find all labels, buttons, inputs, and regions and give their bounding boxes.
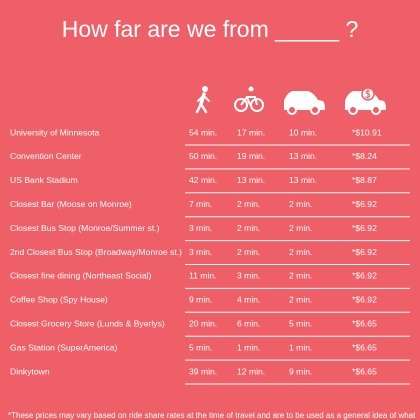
- table-cell: 7 min.: [189, 199, 212, 209]
- place-name: Coffee Shop (Spy House): [10, 295, 108, 305]
- table-cell: *$8.87: [352, 175, 377, 185]
- table-cell: 2 min.: [289, 295, 312, 305]
- table-cell: 13 min.: [289, 175, 317, 185]
- table-cell: 13 min.: [289, 151, 317, 161]
- footnote: *These prices may vary based on ride sha…: [8, 411, 416, 420]
- table-cell: *$6.92: [352, 271, 377, 281]
- title: How far are we from _____ ?: [62, 16, 359, 42]
- place-name: Convention Center: [10, 151, 82, 161]
- place-name: Closest Bus Stop (Monroe/Summer st.): [10, 223, 160, 233]
- table-cell: *$6.65: [352, 366, 377, 376]
- table-cell: 12 min.: [237, 366, 265, 376]
- table-cell: *$6.92: [352, 295, 377, 305]
- table-cell: 1 min.: [237, 342, 260, 352]
- place-name: Gas Station (SuperAmerica): [10, 342, 118, 352]
- table-cell: *$6.92: [352, 247, 377, 257]
- table-cell: 2 min.: [289, 247, 312, 257]
- bike-icon: [234, 86, 264, 112]
- table-cell: 2 min.: [237, 247, 260, 257]
- table-cell: 9 min.: [289, 366, 312, 376]
- table-cell: 11 min.: [189, 271, 217, 281]
- table-cell: *$6.65: [352, 342, 377, 352]
- table-cell: 2 min.: [237, 223, 260, 233]
- table-cell: 20 min.: [189, 318, 217, 328]
- place-name: Dinkytown: [10, 366, 50, 376]
- table-cell: *$6.92: [352, 223, 377, 233]
- table-cell: 13 min.: [237, 175, 265, 185]
- table-cell: 3 min.: [237, 271, 260, 281]
- walk-icon: [195, 86, 210, 114]
- table-cell: 17 min.: [237, 127, 265, 137]
- table-cell: 19 min.: [237, 151, 265, 161]
- table-cell: *$6.65: [352, 318, 377, 328]
- place-name: University of Minnesota: [10, 127, 100, 137]
- table-cell: 39 min.: [189, 366, 217, 376]
- table-cell: *$8.24: [352, 151, 377, 161]
- table-cell: 6 min.: [237, 318, 260, 328]
- table-cell: 9 min.: [189, 295, 212, 305]
- table-cell: 2 min.: [289, 271, 312, 281]
- table-cell: 5 min.: [289, 318, 312, 328]
- table-cell: 3 min.: [189, 223, 212, 233]
- place-name: 2nd Closest Bus Stop (Broadway/Monroe st…: [10, 247, 182, 257]
- car-icon: [284, 91, 325, 115]
- table-cell: 10 min.: [289, 127, 317, 137]
- table-cell: 54 min.: [189, 127, 217, 137]
- table-cell: 1 min.: [289, 342, 312, 352]
- table-cell: 2 min.: [237, 199, 260, 209]
- table-cell: 50 min.: [189, 151, 217, 161]
- table-cell: *$10.91: [352, 127, 382, 137]
- table-cell: 5 min.: [189, 342, 212, 352]
- table-cell: 2 min.: [289, 199, 312, 209]
- table-cell: 2 min.: [289, 223, 312, 233]
- place-name: Closest Bar (Moose on Monroe): [10, 199, 132, 209]
- table-cell: *$6.92: [352, 199, 377, 209]
- place-name: US Bank Stadium: [10, 175, 78, 185]
- table-cell: 4 min.: [237, 295, 260, 305]
- place-name: Closest fine dining (Northeast Social): [10, 271, 152, 281]
- table-cell: 3 min.: [189, 247, 212, 257]
- place-name: Closest Grocery Store (Lunds & Byerlys): [10, 318, 165, 328]
- rideshare-icon: [345, 87, 386, 115]
- table-cell: 42 min.: [189, 175, 217, 185]
